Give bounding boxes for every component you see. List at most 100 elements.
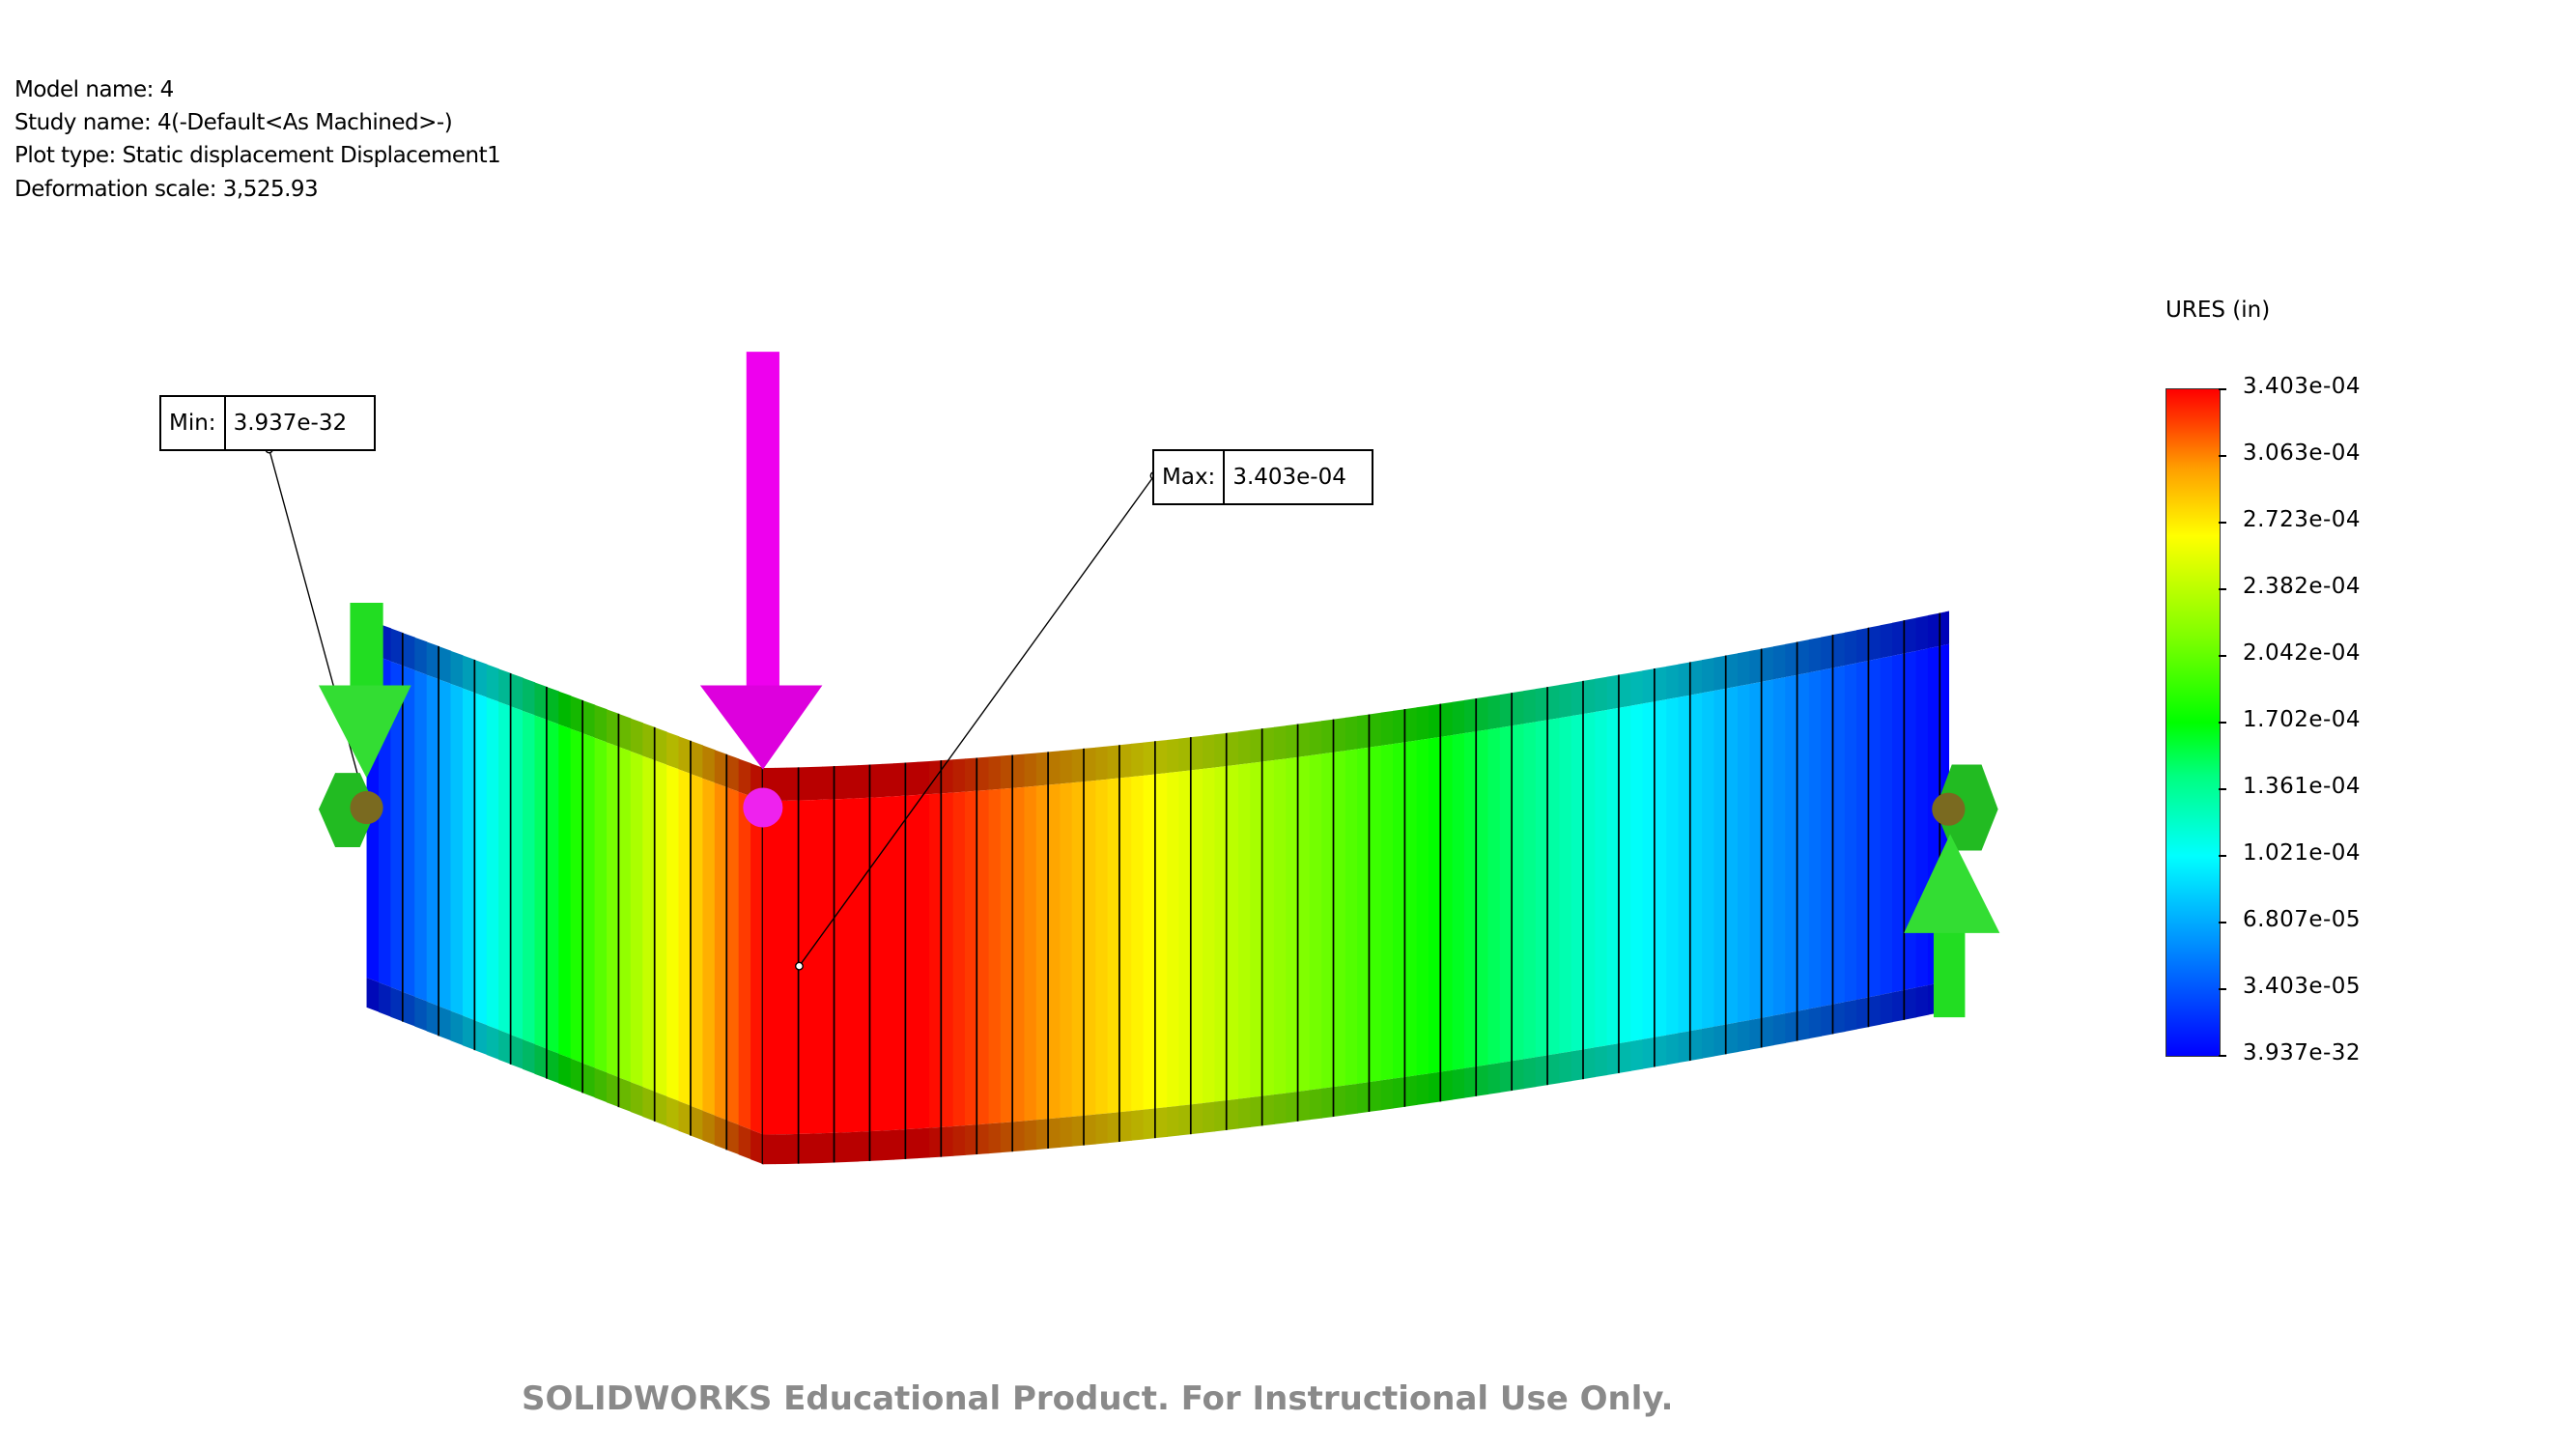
beam-mesh-segment: [905, 761, 919, 796]
beam-mesh-segment: [714, 782, 727, 1121]
beam-mesh-segment: [582, 699, 596, 738]
beam-mesh-segment: [1167, 1105, 1180, 1137]
beam-mesh-segment: [1309, 721, 1322, 756]
beam-mesh-segment: [1178, 1104, 1192, 1136]
beam-mesh-segment: [1190, 768, 1203, 1105]
beam-mesh-segment: [988, 755, 1002, 790]
beam-mesh-segment: [439, 1006, 452, 1041]
beam-mesh-segment: [1226, 764, 1239, 1101]
beam-mesh-segment: [546, 720, 559, 1054]
beam-mesh-segment: [1463, 1065, 1477, 1098]
beam-mesh-segment: [1654, 699, 1667, 1037]
beam-mesh-segment: [378, 981, 392, 1017]
watermark: SOLIDWORKS Educational Product. For Inst…: [522, 1379, 1674, 1418]
beam-mesh-segment: [1345, 1083, 1358, 1116]
beam-mesh-segment: [1713, 1024, 1727, 1057]
beam-mesh-segment: [929, 1126, 942, 1158]
beam-mesh-segment: [1535, 720, 1548, 1058]
beam-mesh-segment: [798, 1133, 811, 1164]
beam-mesh-segment: [1749, 648, 1763, 685]
beam-mesh-segment: [1713, 655, 1727, 692]
beam-mesh-segment: [1559, 682, 1572, 719]
beam-mesh-segment: [822, 1132, 835, 1163]
legend-tick-mark: [2219, 388, 2226, 390]
left-fixture-arrow-icon[interactable]: [318, 603, 411, 848]
beam-mesh-segment: [1844, 663, 1857, 1003]
beam-mesh-segment: [1333, 1085, 1346, 1117]
max-probe-label[interactable]: Max: 3.403e-04: [1152, 449, 1373, 505]
beam-mesh-segment: [1440, 701, 1454, 737]
beam-mesh-segment: [1797, 639, 1810, 675]
beam-mesh-segment: [402, 991, 415, 1027]
beam-mesh-segment: [1571, 714, 1584, 1052]
beam-mesh-segment: [917, 1127, 930, 1159]
beam-mesh-segment: [1904, 650, 1917, 990]
beam-mesh-segment: [1618, 1041, 1631, 1073]
beam-mesh-segment: [881, 1129, 894, 1161]
beam-mesh-segment: [1297, 755, 1311, 1093]
beam-mesh-segment: [726, 787, 740, 1125]
beam-mesh-segment: [1797, 1009, 1810, 1041]
beam-mesh-segment: [775, 800, 788, 1135]
beam-mesh-segment: [510, 673, 524, 711]
beam-mesh-segment: [1060, 1117, 1073, 1148]
beam-mesh-segment: [905, 1128, 919, 1159]
beam-mesh-segment: [1571, 1049, 1584, 1082]
beam-mesh-segment: [594, 704, 608, 743]
beam-mesh-segment: [1369, 745, 1382, 1083]
beam-mesh-segment: [1772, 643, 1786, 680]
beam-mesh-segment: [546, 1048, 559, 1084]
beam-mesh-segment: [690, 774, 704, 1111]
beam-mesh-segment: [1333, 717, 1346, 753]
beam-mesh-segment: [1095, 1113, 1109, 1145]
beam-mesh-segment: [798, 800, 811, 1134]
beam-mesh-segment: [450, 1010, 464, 1046]
beam-mesh-segment: [1404, 1075, 1418, 1107]
beam-mesh-segment: [762, 1134, 776, 1165]
beam-mesh-segment: [1463, 697, 1477, 734]
beam-mesh-segment: [1286, 724, 1299, 759]
beam-mesh-segment: [1404, 740, 1418, 1077]
beam-mesh-segment: [917, 794, 930, 1129]
beam-mesh-segment: [1654, 1035, 1667, 1067]
beam-mesh-segment: [1547, 718, 1561, 1056]
legend-tick-mark: [2219, 788, 2226, 790]
min-probe-title: Min:: [161, 397, 226, 449]
beam-mesh-segment: [1380, 744, 1394, 1081]
beam-mesh-segment: [1309, 1088, 1322, 1121]
beam-mesh-segment: [1393, 742, 1406, 1079]
beam-mesh-segment: [1892, 653, 1906, 993]
beam-mesh-segment: [570, 696, 583, 734]
beam-mesh-segment: [1118, 777, 1132, 1113]
max-probe-point: [795, 961, 804, 971]
beam-mesh-segment: [893, 795, 907, 1130]
beam-mesh-segment: [1832, 665, 1846, 1005]
beam-mesh-segment: [1286, 1092, 1299, 1123]
beam-mesh-segment: [618, 713, 632, 752]
right-fixture-arrow-icon[interactable]: [1904, 764, 2000, 1018]
beam-mesh-segment: [845, 1131, 859, 1163]
beam-mesh-segment: [869, 1130, 883, 1161]
beam-mesh-segment: [1785, 641, 1798, 678]
min-probe-label[interactable]: Min: 3.937e-32: [159, 395, 376, 451]
color-scale-bar[interactable]: [2166, 388, 2221, 1057]
beam-mesh-segment: [1178, 770, 1192, 1106]
beam-mesh-segment: [1606, 707, 1620, 1046]
beam-mesh-segment: [462, 1015, 476, 1051]
beam-mesh-segment: [869, 797, 883, 1132]
beam-mesh-segment: [450, 683, 464, 1016]
beam-mesh-segment: [546, 686, 559, 724]
beam-mesh-segment: [1369, 1080, 1382, 1112]
beam-mesh-segment: [1512, 1059, 1525, 1092]
beam-mesh-segment: [1167, 738, 1180, 774]
beam-mesh-segment: [1273, 1093, 1287, 1124]
beam-mesh-segment: [1595, 709, 1608, 1048]
beam-mesh-segment: [1559, 1051, 1572, 1084]
force-arrow-icon[interactable]: [699, 352, 823, 828]
beam-mesh-segment: [702, 745, 716, 783]
min-probe-value: 3.937e-32: [233, 411, 348, 436]
beam-mesh-segment: [1250, 1095, 1263, 1127]
beam-mesh-segment: [1167, 771, 1180, 1108]
beam-mesh-segment: [1702, 691, 1715, 1029]
